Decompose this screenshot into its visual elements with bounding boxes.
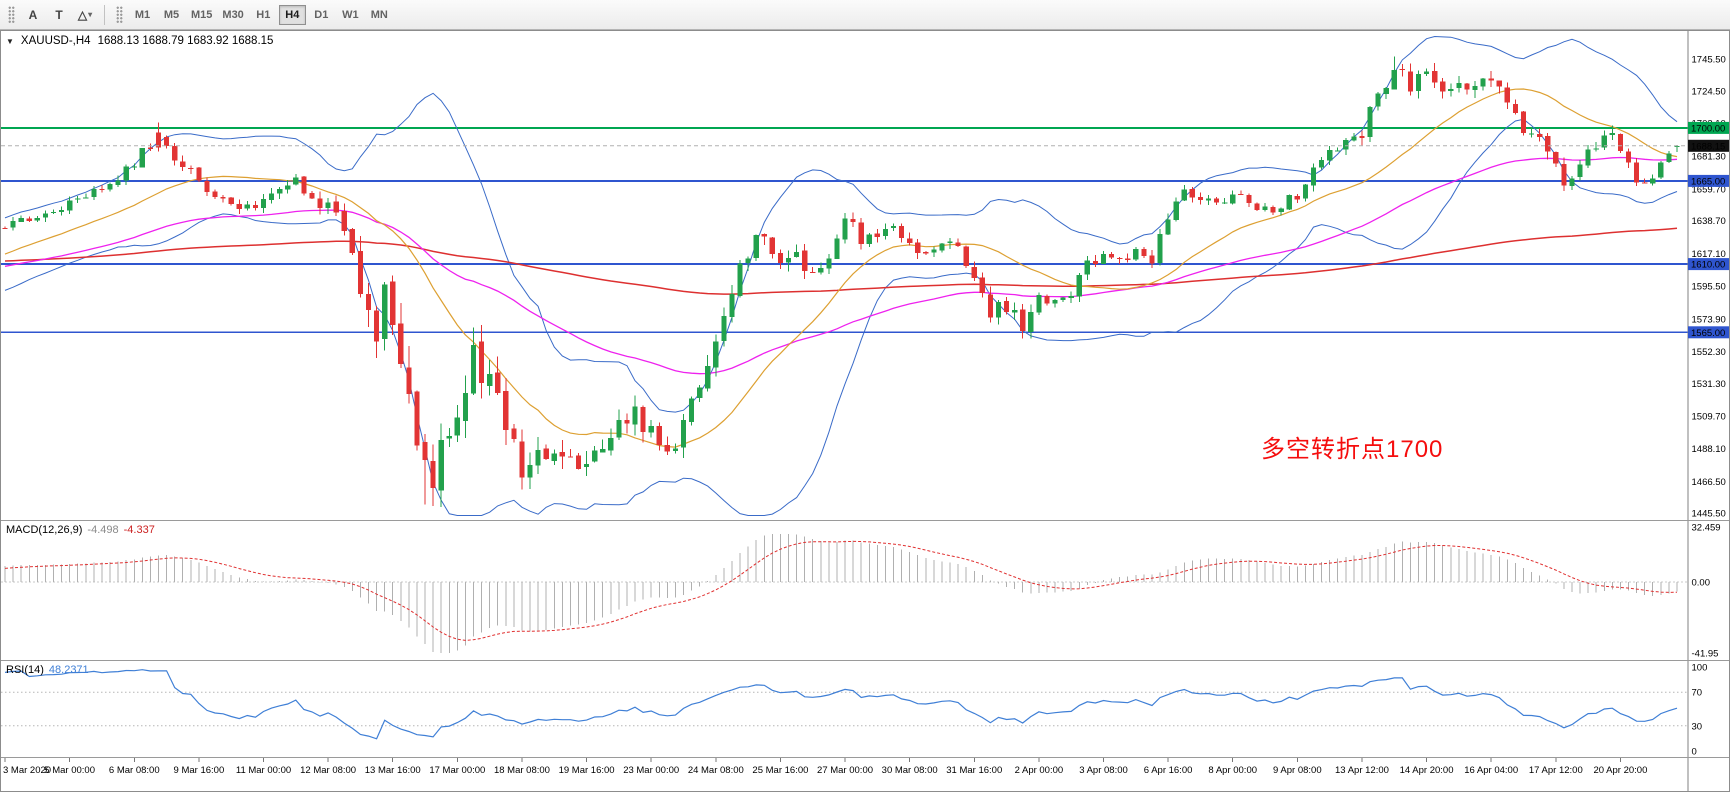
timeframe-m30-button[interactable]: M30 bbox=[218, 5, 247, 25]
svg-text:2 Apr 00:00: 2 Apr 00:00 bbox=[1015, 765, 1064, 776]
time-axis[interactable]: 3 Mar 2020 5 Mar 00:00 6 Mar 08:00 9 Mar 16… bbox=[1, 757, 1729, 791]
svg-text:1573.90: 1573.90 bbox=[1692, 314, 1726, 325]
svg-text:12 Mar 08:00: 12 Mar 08:00 bbox=[300, 765, 356, 776]
svg-text:6 Apr 16:00: 6 Apr 16:00 bbox=[1144, 765, 1193, 776]
svg-text:1445.50: 1445.50 bbox=[1692, 509, 1726, 520]
rsi-label: RSI(14) 48.2371 bbox=[6, 664, 94, 676]
price-pane[interactable]: 1745.501724.501703.101681.301659.701638.… bbox=[1, 31, 1729, 520]
svg-text:13 Apr 12:00: 13 Apr 12:00 bbox=[1335, 765, 1389, 776]
svg-text:0.00: 0.00 bbox=[1692, 578, 1711, 589]
svg-text:1595.50: 1595.50 bbox=[1692, 282, 1726, 293]
svg-text:17 Apr 12:00: 17 Apr 12:00 bbox=[1529, 765, 1583, 776]
timeframe-toolbar-grip[interactable] bbox=[116, 5, 123, 24]
chart-annotation-text[interactable]: 多空转折点1700 bbox=[1261, 436, 1444, 463]
macd-main-value: -4.498 bbox=[87, 524, 119, 536]
svg-text:1681.30: 1681.30 bbox=[1692, 152, 1726, 163]
svg-text:24 Mar 08:00: 24 Mar 08:00 bbox=[688, 765, 744, 776]
chart-window: 1745.501724.501703.101681.301659.701638.… bbox=[0, 30, 1730, 792]
svg-text:3 Apr 08:00: 3 Apr 08:00 bbox=[1079, 765, 1128, 776]
price-chart-canvas[interactable]: 1745.501724.501703.101681.301659.701638.… bbox=[1, 31, 1729, 520]
svg-text:100: 100 bbox=[1692, 663, 1708, 674]
rsi-pane[interactable]: 100 70 30 0 RSI(14) 48.2371 bbox=[1, 660, 1729, 757]
rsi-value: 48.2371 bbox=[48, 664, 89, 676]
svg-text:30: 30 bbox=[1692, 721, 1703, 732]
svg-text:14 Apr 20:00: 14 Apr 20:00 bbox=[1400, 765, 1454, 776]
svg-text:1617.10: 1617.10 bbox=[1692, 249, 1726, 260]
svg-text:9 Apr 08:00: 9 Apr 08:00 bbox=[1273, 765, 1322, 776]
rsi-indicator-name: RSI(14) bbox=[6, 664, 44, 676]
timeframe-m5-button[interactable]: M5 bbox=[158, 5, 185, 25]
svg-text:3 Mar 2020: 3 Mar 2020 bbox=[3, 765, 51, 776]
macd-canvas[interactable]: 32.459 0.00 -41.95 bbox=[1, 521, 1729, 660]
svg-text:1488.10: 1488.10 bbox=[1692, 444, 1726, 455]
svg-text:-41.95: -41.95 bbox=[1692, 649, 1719, 660]
toolbar-grip[interactable] bbox=[8, 5, 15, 24]
macd-label: MACD(12,26,9) -4.498 -4.337 bbox=[6, 524, 160, 536]
text-box-icon: T bbox=[55, 7, 63, 22]
timeframe-d1-button[interactable]: D1 bbox=[308, 5, 335, 25]
chevron-down-icon: ▾ bbox=[88, 10, 93, 19]
svg-text:1745.50: 1745.50 bbox=[1692, 55, 1726, 66]
svg-text:0: 0 bbox=[1692, 747, 1697, 758]
rsi-canvas[interactable]: 100 70 30 0 bbox=[1, 661, 1729, 757]
svg-text:1552.30: 1552.30 bbox=[1692, 347, 1726, 358]
svg-text:1688.15: 1688.15 bbox=[1691, 141, 1725, 152]
svg-text:31 Mar 16:00: 31 Mar 16:00 bbox=[946, 765, 1002, 776]
macd-pane[interactable]: 32.459 0.00 -41.95 MACD(12,26,9) -4.498 -4.3… bbox=[1, 520, 1729, 660]
svg-text:1531.30: 1531.30 bbox=[1692, 379, 1726, 390]
svg-text:1466.50: 1466.50 bbox=[1692, 477, 1726, 488]
macd-indicator-name: MACD(12,26,9) bbox=[6, 524, 83, 536]
svg-text:1665.00: 1665.00 bbox=[1691, 176, 1725, 187]
svg-text:27 Mar 00:00: 27 Mar 00:00 bbox=[817, 765, 873, 776]
svg-text:70: 70 bbox=[1692, 688, 1703, 699]
svg-text:18 Mar 08:00: 18 Mar 08:00 bbox=[494, 765, 550, 776]
svg-text:8 Apr 00:00: 8 Apr 00:00 bbox=[1208, 765, 1257, 776]
svg-text:5 Mar 00:00: 5 Mar 00:00 bbox=[44, 765, 95, 776]
svg-text:20 Apr 20:00: 20 Apr 20:00 bbox=[1593, 765, 1647, 776]
symbol-dropdown-icon[interactable]: ▼ bbox=[6, 36, 14, 46]
text-label-icon: A bbox=[28, 7, 38, 22]
annotate-text-button[interactable]: A bbox=[21, 4, 45, 26]
svg-text:32.459: 32.459 bbox=[1692, 523, 1721, 534]
timeframe-m1-button[interactable]: M1 bbox=[129, 5, 156, 25]
timeframe-m15-button[interactable]: M15 bbox=[187, 5, 216, 25]
toolbar-separator bbox=[104, 4, 105, 25]
timeframe-h1-button[interactable]: H1 bbox=[250, 5, 277, 25]
chart-title: ▼ XAUUSD-,H4 1688.13 1688.79 1683.92 168… bbox=[6, 35, 273, 47]
toolbar: A T △ ▾ M1 M5 M15 M30 H1 H4 D1 W1 MN bbox=[0, 0, 1730, 30]
timeframe-w1-button[interactable]: W1 bbox=[337, 5, 364, 25]
svg-text:1509.70: 1509.70 bbox=[1692, 411, 1726, 422]
svg-text:1700.00: 1700.00 bbox=[1691, 123, 1725, 134]
svg-text:9 Mar 16:00: 9 Mar 16:00 bbox=[174, 765, 225, 776]
svg-text:1724.50: 1724.50 bbox=[1692, 86, 1726, 97]
svg-text:6 Mar 08:00: 6 Mar 08:00 bbox=[109, 765, 160, 776]
svg-text:16 Apr 04:00: 16 Apr 04:00 bbox=[1464, 765, 1518, 776]
shapes-icon: △ bbox=[77, 7, 88, 22]
timeframe-h4-button[interactable]: H4 bbox=[278, 4, 306, 25]
svg-text:17 Mar 00:00: 17 Mar 00:00 bbox=[429, 765, 485, 776]
svg-text:1638.70: 1638.70 bbox=[1692, 216, 1726, 227]
svg-text:30 Mar 08:00: 30 Mar 08:00 bbox=[882, 765, 938, 776]
shapes-button[interactable]: △ ▾ bbox=[73, 4, 97, 26]
svg-text:23 Mar 00:00: 23 Mar 00:00 bbox=[623, 765, 679, 776]
svg-text:13 Mar 16:00: 13 Mar 16:00 bbox=[365, 765, 421, 776]
svg-text:1565.00: 1565.00 bbox=[1691, 328, 1725, 339]
svg-text:25 Mar 16:00: 25 Mar 16:00 bbox=[752, 765, 808, 776]
svg-text:19 Mar 16:00: 19 Mar 16:00 bbox=[559, 765, 615, 776]
svg-text:11 Mar 00:00: 11 Mar 00:00 bbox=[236, 765, 291, 776]
svg-text:1659.70: 1659.70 bbox=[1692, 184, 1726, 195]
symbol-timeframe-label: XAUUSD-,H4 bbox=[20, 35, 91, 47]
macd-signal-value: -4.337 bbox=[123, 524, 155, 536]
timeframe-mn-button[interactable]: MN bbox=[366, 5, 393, 25]
svg-text:1610.00: 1610.00 bbox=[1691, 260, 1725, 271]
ohlc-values: 1688.13 1688.79 1683.92 1688.15 bbox=[97, 35, 274, 47]
text-box-button[interactable]: T bbox=[47, 4, 71, 26]
